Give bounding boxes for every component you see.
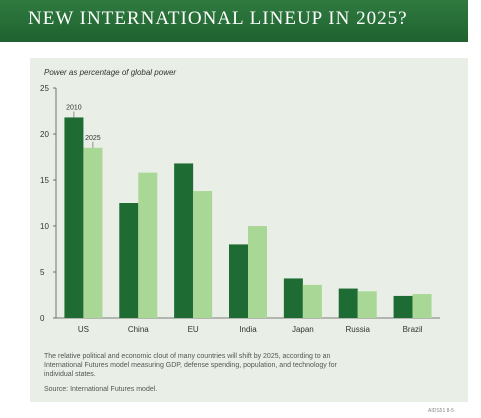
bar-2010-brazil — [393, 295, 413, 318]
chart-source: Source: International Futures model. — [44, 386, 158, 393]
y-tick-label: 10 — [40, 222, 49, 231]
x-category-label: Russia — [345, 325, 370, 334]
x-category-label: China — [128, 325, 149, 334]
x-category-label: US — [78, 325, 89, 334]
bar-2025-russia — [357, 291, 377, 318]
bar-2010-eu — [174, 163, 194, 318]
x-category-label: Japan — [292, 325, 314, 334]
title-banner: NEW INTERNATIONAL LINEUP IN 2025? — [0, 0, 468, 42]
bar-2010-us — [64, 117, 84, 318]
bar-2010-japan — [283, 278, 303, 318]
bar-2010-russia — [338, 288, 358, 318]
bar-2025-japan — [302, 284, 322, 318]
y-tick-label: 5 — [40, 268, 45, 277]
bar-2025-india — [248, 226, 267, 318]
bar-2025-china — [138, 172, 158, 318]
x-category-label: India — [239, 325, 257, 334]
image-credit: AIDS51 8-5 — [428, 408, 454, 414]
y-tick-label: 20 — [40, 130, 49, 139]
y-axis-caption: Power as percentage of global power — [44, 68, 177, 77]
legend-label-2025: 2025 — [85, 135, 101, 142]
chart-title: NEW INTERNATIONAL LINEUP IN 2025? — [28, 8, 408, 29]
chart-footnote: The relative political and economic clou… — [44, 353, 337, 378]
legend-label-2010: 2010 — [66, 104, 82, 111]
bar-2010-india — [229, 244, 248, 318]
bar-2010-china — [119, 203, 139, 318]
y-tick-label: 25 — [40, 84, 49, 93]
y-tick-label: 0 — [40, 314, 45, 323]
bar-2025-eu — [193, 191, 213, 318]
x-category-label: EU — [188, 325, 199, 334]
x-category-label: Brazil — [403, 325, 423, 334]
bar-2025-us — [83, 147, 103, 318]
y-tick-label: 15 — [40, 176, 49, 185]
bar-2025-brazil — [412, 294, 432, 318]
